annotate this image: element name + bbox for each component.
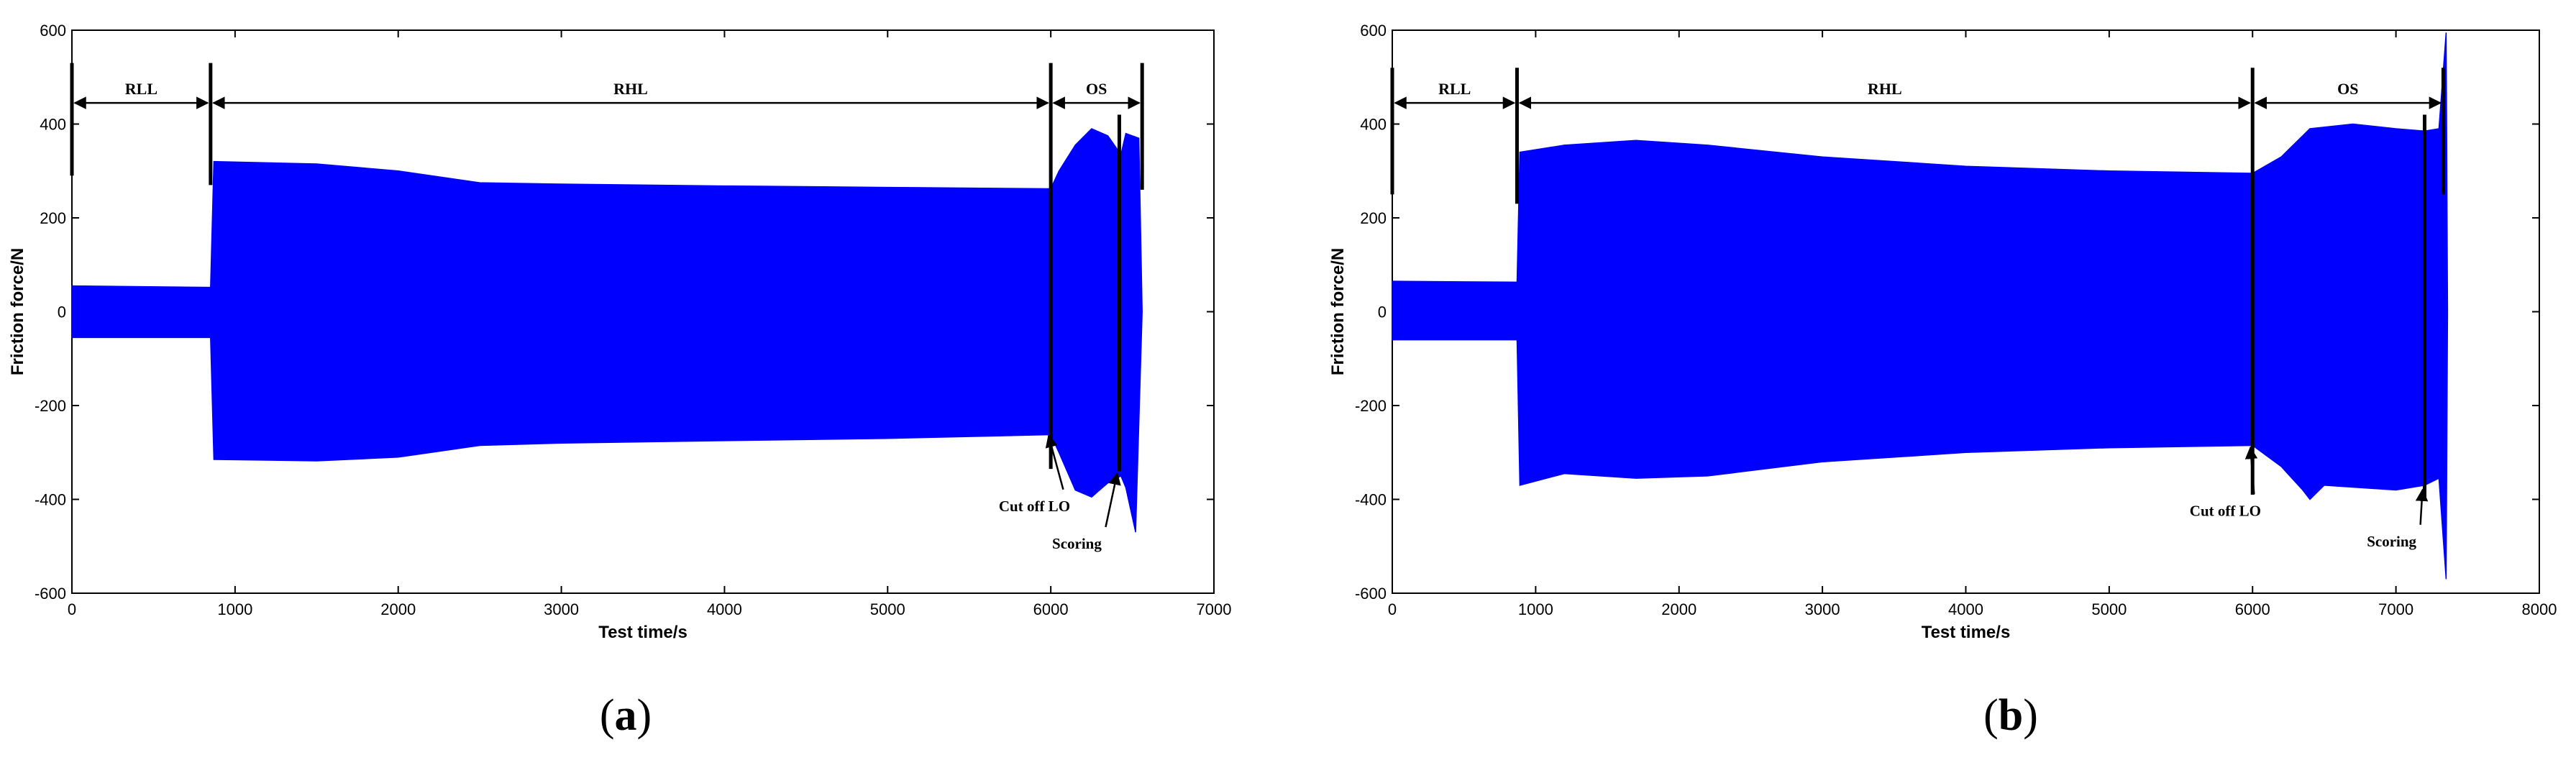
phase-label: OS	[2337, 80, 2358, 98]
x-tick-label: 7000	[2378, 600, 2413, 618]
y-tick-label: -200	[1355, 397, 1387, 415]
y-tick-label: 600	[1360, 22, 1387, 40]
x-tick-label: 2000	[1661, 600, 1696, 618]
panel-a: 0 1000 2000 3000 4000 5000 6000 7000 -600 -400 -20…	[8, 22, 1232, 740]
y-tick-label: -400	[35, 491, 66, 509]
y-axis-label: Friction force/N	[1328, 248, 1348, 375]
phase-label: OS	[1086, 80, 1107, 98]
annotation-arrow	[2244, 446, 2258, 495]
caption-a-letter: a	[614, 691, 637, 740]
y-tick-label: -600	[1355, 585, 1387, 603]
x-axis-label: Test time/s	[598, 623, 688, 642]
y-tick-label: 0	[58, 303, 66, 321]
x-tick-label: 2000	[380, 600, 416, 618]
y-tick-label: 400	[40, 116, 66, 134]
x-tick-label: 8000	[2522, 600, 2557, 618]
x-tick-label: 0	[1388, 600, 1397, 618]
y-tick-label: 600	[40, 22, 66, 40]
y-tick-label: -200	[35, 397, 66, 415]
annotation-label: Scoring	[2367, 533, 2416, 550]
y-tick-label: -400	[1355, 491, 1387, 509]
x-tick-label: 5000	[2091, 600, 2127, 618]
x-tick-label: 7000	[1197, 600, 1232, 618]
annotation-label: Cut off LO	[999, 498, 1070, 515]
y-tick-label: 200	[1360, 209, 1387, 227]
x-axis-label: Test time/s	[1922, 623, 2011, 642]
panel-b: 0 1000 2000 3000 4000 5000 6000 7000 8000 -600 -40…	[1288, 0, 2576, 778]
x-tick-label: 4000	[1948, 600, 1983, 618]
x-tick-label: 3000	[1805, 600, 1840, 618]
chart-a: 0 1000 2000 3000 4000 5000 6000 7000-600-400-20…	[8, 22, 1232, 642]
caption-b: (b)	[1983, 691, 2038, 740]
x-tick-label: 1000	[1518, 600, 1553, 618]
friction-signal-area	[71, 128, 1143, 533]
friction-signal-area	[1392, 32, 2449, 580]
annotation-arrow	[1045, 434, 1064, 490]
phase-label: RLL	[125, 80, 157, 98]
y-tick-label: -600	[35, 585, 66, 603]
caption-b-letter: b	[1998, 691, 2024, 740]
x-tick-label: 6000	[2235, 600, 2270, 618]
annotation-arrow	[1105, 472, 1121, 528]
annotation-arrow	[2415, 488, 2429, 525]
y-axis-label: Friction force/N	[8, 248, 27, 375]
y-tick-label: 200	[40, 209, 66, 227]
caption-a: (a)	[599, 691, 652, 740]
annotation-label: Cut off LO	[2190, 502, 2261, 519]
phase-label: RHL	[613, 80, 648, 98]
x-tick-label: 3000	[544, 600, 579, 618]
x-tick-label: 4000	[707, 600, 742, 618]
phase-label: RHL	[1868, 80, 1902, 98]
x-tick-label: 1000	[217, 600, 252, 618]
phase-label: RLL	[1438, 80, 1471, 98]
y-tick-label: 0	[1378, 303, 1387, 321]
x-tick-label: 6000	[1033, 600, 1069, 618]
annotation-label: Scoring	[1052, 535, 1102, 552]
x-tick-label: 5000	[870, 600, 905, 618]
x-tick-label: 0	[68, 600, 76, 618]
y-tick-label: 400	[1360, 116, 1387, 134]
chart-b: 0 1000 2000 3000 4000 5000 6000 7000 8000-600-40…	[1328, 22, 2557, 642]
